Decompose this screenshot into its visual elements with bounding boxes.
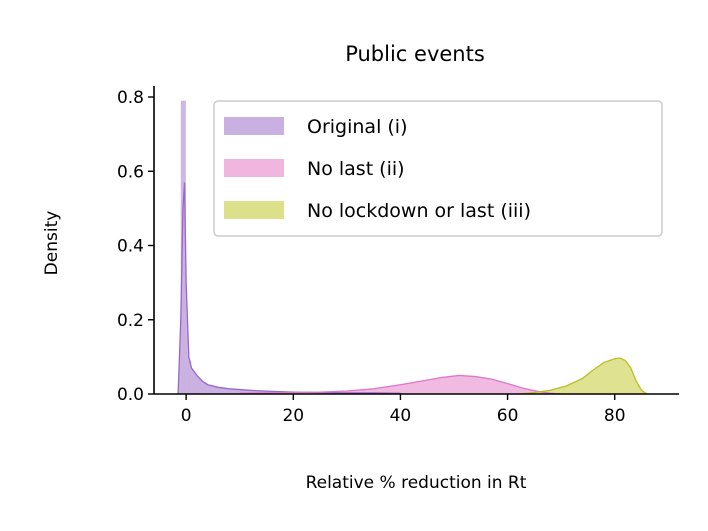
legend-label: No lockdown or last (iii)	[307, 200, 531, 222]
y-ticks: 0.0 0.2 0.4 0.6 0.8	[117, 88, 154, 405]
chart-title: Public events	[345, 42, 485, 66]
axes	[153, 86, 679, 395]
x-tick-label: 0	[181, 406, 192, 426]
x-ticks: 0 20 40 60 80	[181, 394, 626, 426]
legend-box	[213, 100, 663, 237]
y-tick-label: 0.4	[117, 237, 144, 257]
x-tick-label: 40	[390, 406, 412, 426]
legend-swatch	[224, 201, 284, 219]
legend-swatch	[224, 117, 284, 135]
x-tick-label: 60	[497, 406, 519, 426]
y-tick-label: 0.2	[117, 311, 144, 331]
series-line	[518, 357, 648, 395]
y-tick-label: 0.8	[117, 88, 144, 108]
y-axis-label: Density	[42, 211, 62, 276]
x-tick-label: 80	[604, 406, 626, 426]
x-tick-label: 20	[282, 406, 304, 426]
y-tick-label: 0.0	[117, 385, 144, 405]
series-line	[239, 374, 562, 395]
legend-swatch	[224, 159, 284, 177]
series-area	[518, 357, 647, 394]
x-axis-label: Relative % reduction in Rt	[306, 473, 527, 493]
legend: Original (i) No last (ii) No lockdown or l…	[213, 100, 663, 237]
legend-label: No last (ii)	[307, 158, 405, 180]
y-tick-label: 0.6	[117, 162, 144, 182]
legend-label: Original (i)	[307, 116, 408, 138]
